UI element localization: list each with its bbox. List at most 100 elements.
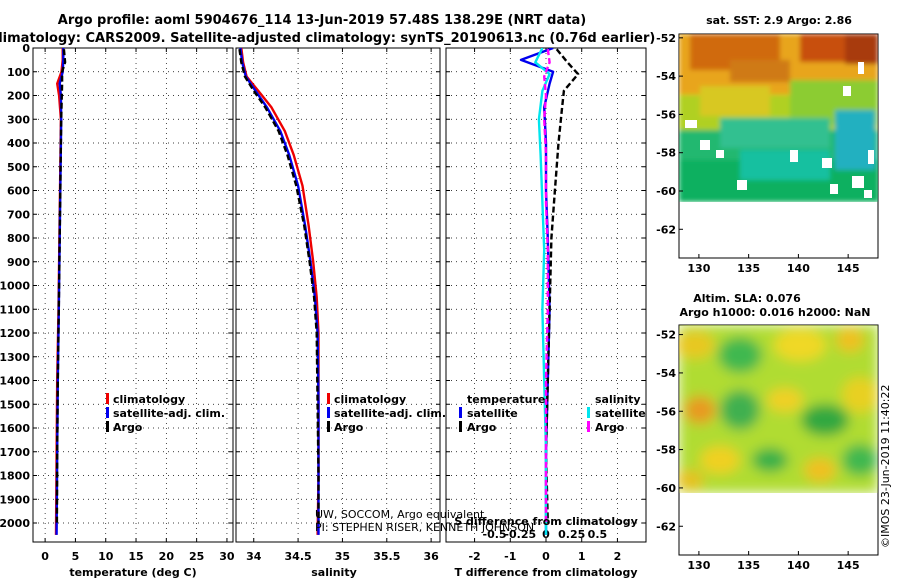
legend-swatch-temp-satellite <box>459 407 462 418</box>
x-tick-label: 0 <box>542 550 550 563</box>
legend-swatch-sal-argo <box>587 421 590 432</box>
legend-swatch-satellite <box>106 407 109 418</box>
x-tick-label: 35 <box>335 550 350 563</box>
depth-tick-label: 0 <box>22 42 30 55</box>
map-y-tick-label: -62 <box>656 520 676 533</box>
series-line-salinity-satellite <box>534 48 551 535</box>
x-tick-label: 35.5 <box>373 550 400 563</box>
legend-swatch-argo <box>327 421 330 432</box>
sla-map-title-1: Altim. SLA: 0.076 <box>693 292 801 305</box>
temperature-xlabel: temperature (deg C) <box>69 566 196 579</box>
map-x-tick-label: 130 <box>687 559 710 572</box>
temperature-series <box>54 48 67 535</box>
depth-tick-label: 2000 <box>0 517 30 530</box>
map-y-tick-label: -56 <box>656 405 676 418</box>
difference-series <box>519 48 580 535</box>
depth-tick-label: 800 <box>7 232 30 245</box>
sst-map-ticks: 130 135 140 145 -52 -54 -56 -58 -60 -62 <box>656 32 860 275</box>
depth-axis-ticks: 0 100 200 300 400 500 600 700 800 900 1000 1100 1200… <box>0 42 30 530</box>
annotation-line-2: PI: STEPHEN RISER, KENNETH JOHNSON <box>315 521 534 534</box>
title-line-2: Climatology: CARS2009. Satellite-adjuste… <box>0 31 655 46</box>
credit-text: ©IMOS 23-Jun-2019 11:40:22 <box>879 384 892 548</box>
depth-tick-label: 1900 <box>0 493 30 506</box>
sst-map-title: sat. SST: 2.9 Argo: 2.86 <box>706 14 852 27</box>
map-x-tick-label: 130 <box>687 262 710 275</box>
difference-legend: temperature satellite Argo salinity sate… <box>459 393 646 434</box>
difference-top-label: S difference from climatology <box>454 515 638 528</box>
salinity-series <box>238 48 320 535</box>
map-y-tick-label: -58 <box>656 147 676 160</box>
depth-tick-label: 1700 <box>0 446 30 459</box>
legend-swatch-satellite <box>327 407 330 418</box>
temperature-legend: climatology satellite-adj. clim. Argo <box>106 393 225 434</box>
top-tick-label: 0.25 <box>558 528 585 541</box>
sst-map-image <box>679 34 878 202</box>
map-y-tick-label: -54 <box>656 367 676 380</box>
legend-swatch-sal-satellite <box>587 407 590 418</box>
legend-satellite: satellite-adj. clim. <box>334 407 446 420</box>
x-tick-label: 34 <box>246 550 262 563</box>
sla-map-image <box>679 325 878 493</box>
map-x-tick-label: 140 <box>787 262 810 275</box>
map-y-tick-label: -60 <box>656 185 676 198</box>
map-y-tick-label: -62 <box>656 223 676 236</box>
map-y-tick-label: -52 <box>656 32 676 45</box>
depth-tick-label: 300 <box>7 113 30 126</box>
series-line-climatology <box>240 48 320 535</box>
legend-swatch-argo <box>106 421 109 432</box>
x-tick-label: 25 <box>189 550 204 563</box>
legend-climatology: climatology <box>113 393 185 406</box>
title-line-1: Argo profile: aoml 5904676_114 13-Jun-20… <box>58 13 586 28</box>
x-tick-label: 0 <box>41 550 49 563</box>
map-x-tick-label: 145 <box>837 559 860 572</box>
legend-argo: Argo <box>334 421 364 434</box>
depth-tick-label: 200 <box>7 90 30 103</box>
map-y-tick-label: -52 <box>656 329 676 342</box>
depth-tick-label: 1800 <box>0 470 30 483</box>
salinity-legend: climatology satellite-adj. clim. Argo <box>327 393 446 434</box>
grid-layer <box>33 47 646 542</box>
depth-tick-label: 1400 <box>0 375 30 388</box>
legend-salinity-title: salinity <box>595 393 641 406</box>
depth-tick-label: 1600 <box>0 422 30 435</box>
legend-climatology: climatology <box>334 393 406 406</box>
map-y-tick-label: -54 <box>656 70 676 83</box>
temperature-panel <box>32 47 234 543</box>
x-tick-label: 20 <box>159 550 175 563</box>
x-tick-label: -2 <box>468 550 480 563</box>
x-tick-label: -1 <box>504 550 516 563</box>
series-line-temperature-argo <box>544 48 580 524</box>
legend-temp-satellite: satellite <box>467 407 518 420</box>
salinity-x-ticks: 34 34.5 35 35.5 36 <box>246 48 439 563</box>
map-x-tick-label: 145 <box>837 262 860 275</box>
legend-satellite: satellite-adj. clim. <box>113 407 225 420</box>
series-line-argo <box>55 49 67 524</box>
map-x-tick-label: 135 <box>737 262 760 275</box>
x-tick-label: 36 <box>423 550 439 563</box>
x-tick-label: 5 <box>72 550 80 563</box>
legend-swatch-temp-argo <box>459 421 462 432</box>
legend-swatch-climatology <box>106 393 109 404</box>
x-tick-label: 10 <box>98 550 114 563</box>
depth-tick-label: 600 <box>7 185 30 198</box>
depth-tick-label: 1300 <box>0 351 30 364</box>
series-line-salinity-argo <box>543 49 551 523</box>
map-y-tick-label: -60 <box>656 482 676 495</box>
legend-swatch-climatology <box>327 393 330 404</box>
legend-argo: Argo <box>113 421 143 434</box>
map-x-tick-label: 140 <box>787 559 810 572</box>
depth-tick-label: 500 <box>7 161 30 174</box>
legend-temperature-title: temperature <box>467 393 545 406</box>
legend-sal-satellite: satellite <box>595 407 646 420</box>
x-tick-label: 2 <box>614 550 622 563</box>
difference-x-ticks: -2 -1 0 1 2 <box>468 48 621 563</box>
salinity-xlabel: salinity <box>311 566 357 579</box>
depth-tick-label: 100 <box>7 66 30 79</box>
series-line-argo <box>238 49 320 523</box>
x-tick-label: 15 <box>128 550 143 563</box>
sla-map-title-2: Argo h1000: 0.016 h2000: NaN <box>679 306 870 319</box>
depth-tick-label: 900 <box>7 256 30 269</box>
top-tick-label: -0.5 <box>483 528 507 541</box>
top-tick-label: -0.25 <box>504 528 536 541</box>
legend-temp-argo: Argo <box>467 421 497 434</box>
